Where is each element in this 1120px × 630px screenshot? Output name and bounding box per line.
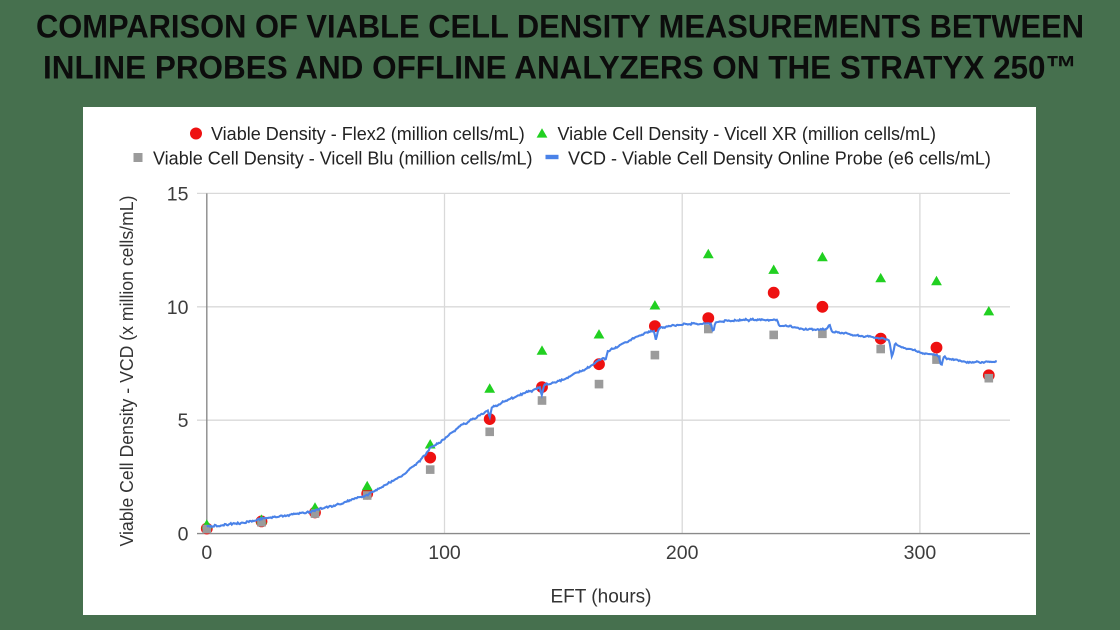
svg-text:INLINE PROBES AND OFFLINE ANAL: INLINE PROBES AND OFFLINE ANALYZERS ON T… xyxy=(43,50,1077,86)
svg-text:Viable Density - Flex2 (millio: Viable Density - Flex2 (million cells/mL… xyxy=(211,124,525,144)
svg-text:VCD - Viable Cell Density Onli: VCD - Viable Cell Density Online Probe (… xyxy=(568,149,991,169)
svg-text:100: 100 xyxy=(428,542,461,564)
svg-text:Viable Cell Density - Vicell X: Viable Cell Density - Vicell XR (million… xyxy=(558,124,936,144)
svg-text:300: 300 xyxy=(904,542,937,564)
svg-text:15: 15 xyxy=(167,183,189,205)
svg-text:COMPARISON OF VIABLE CELL DENS: COMPARISON OF VIABLE CELL DENSITY MEASUR… xyxy=(36,9,1084,45)
svg-text:0: 0 xyxy=(201,542,212,564)
svg-text:200: 200 xyxy=(666,542,699,564)
svg-text:Viable Cell Density - Vicell B: Viable Cell Density - Vicell Blu (millio… xyxy=(153,149,532,169)
svg-text:Viable Cell Density - VCD (x m: Viable Cell Density - VCD (x million cel… xyxy=(116,196,137,547)
svg-text:10: 10 xyxy=(167,297,189,319)
svg-text:EFT (hours): EFT (hours) xyxy=(550,587,651,608)
svg-text:5: 5 xyxy=(178,410,189,432)
svg-text:0: 0 xyxy=(178,524,189,546)
